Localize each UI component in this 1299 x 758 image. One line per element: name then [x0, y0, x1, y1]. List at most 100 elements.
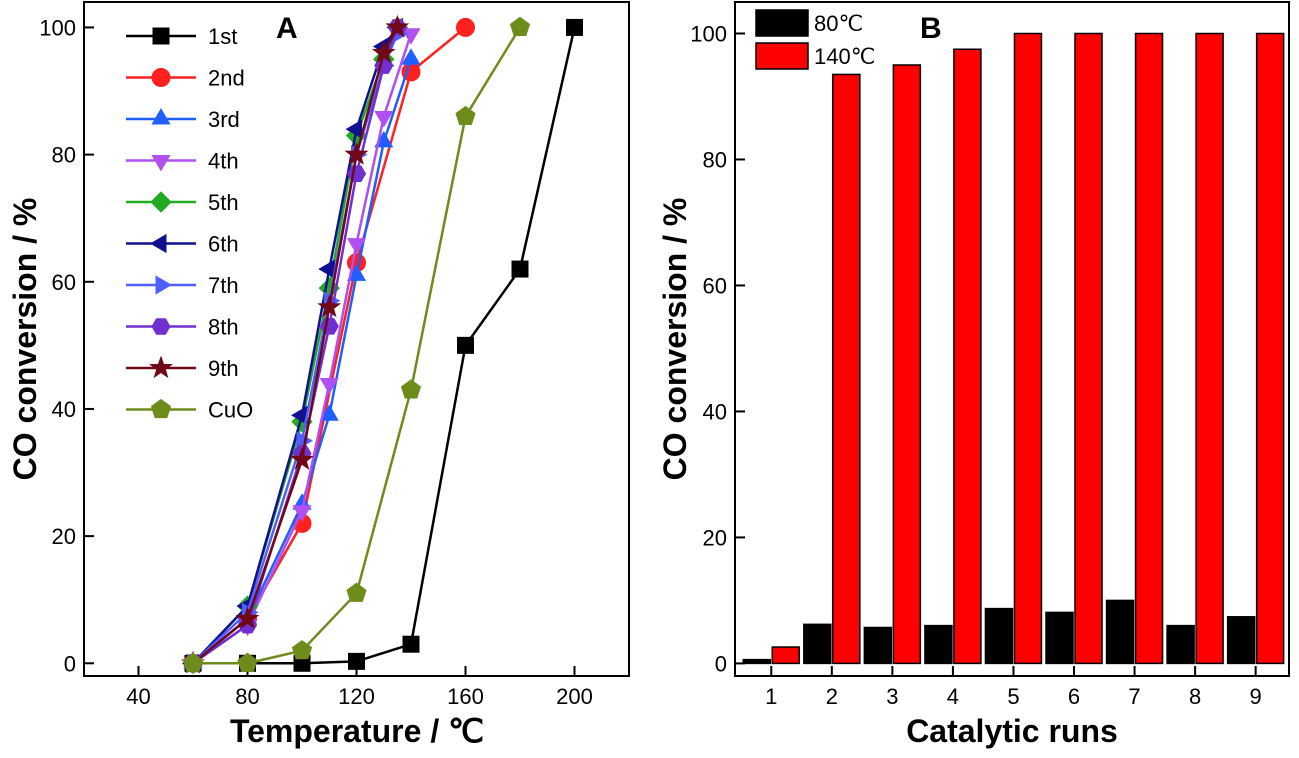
data-point	[182, 652, 204, 672]
panel-a-y-tick-label: 80	[52, 143, 76, 168]
data-point	[235, 606, 260, 629]
panel-b-x-tick-label: 1	[765, 684, 777, 709]
data-point	[511, 260, 529, 278]
data-point	[291, 639, 313, 660]
legend-label: 80℃	[814, 11, 863, 36]
legend-label: CuO	[208, 398, 253, 423]
bar-140℃-run-1	[771, 646, 801, 665]
panel-a-plot: 40 80 120 160 200 0 20 40 60 80 100 1st 2nd 3rd 4th 5th…	[39, 14, 593, 709]
legend-label: 6th	[208, 232, 239, 257]
panel-b-y-tick-label: 40	[703, 399, 727, 424]
data-point	[345, 119, 362, 139]
legend-marker	[151, 68, 171, 87]
legend-marker	[155, 275, 172, 295]
legend-label: 7th	[208, 273, 239, 298]
data-point	[385, 14, 410, 38]
panel-a-legend: 1st 2nd 3rd 4th 5th 6th 7th 8th 9th CuO	[126, 24, 253, 423]
legend-label: 140℃	[814, 44, 875, 69]
data-point	[374, 111, 394, 128]
panel-b-y-tick-label: 0	[715, 651, 727, 676]
bar-80℃-run-2	[803, 623, 832, 665]
series-CuO	[182, 16, 531, 672]
bar-80℃-run-5	[984, 607, 1014, 665]
panel-b-y-tick-label: 20	[703, 525, 727, 550]
data-point	[371, 40, 396, 64]
panel-b-x-tick-label: 4	[947, 684, 959, 709]
legend-label: 5th	[208, 190, 239, 215]
data-point	[290, 447, 314, 470]
legend-label: 4th	[208, 149, 239, 174]
bar-140℃-run-4	[953, 48, 982, 665]
panel-b-y-axis-title: CO conversion / %	[657, 198, 693, 481]
data-point	[319, 404, 339, 421]
legend-label: 3rd	[208, 107, 240, 132]
panel-a-y-tick-label: 20	[52, 524, 76, 549]
data-point	[317, 294, 342, 318]
panel-b-x-tick-label: 6	[1068, 684, 1080, 709]
legend-label: 1st	[208, 24, 237, 49]
panel-b-legend: 80℃ 140℃	[755, 9, 875, 70]
legend-marker	[151, 155, 171, 172]
panel-a-x-tick-label: 120	[338, 684, 375, 709]
panel-b-x-tick-label: 5	[1007, 684, 1019, 709]
panel-b-y-tick-label: 80	[703, 147, 727, 172]
legend-marker	[149, 355, 173, 379]
panel-a-letter: A	[276, 12, 298, 45]
bar-140℃-run-9	[1255, 32, 1285, 665]
panel-b-plot: 0 20 40 60 80 100 1 2 3 4 5 6 7 8 9 80℃ 140℃	[690, 9, 1285, 709]
data-point	[455, 105, 476, 125]
bar-80℃-run-8	[1166, 624, 1195, 665]
bar-140℃-run-6	[1074, 32, 1103, 665]
bar-80℃-run-9	[1226, 616, 1256, 665]
panel-b-y-tick-label: 100	[690, 21, 727, 46]
series-line	[193, 27, 576, 665]
panel-a-y-tick-label: 60	[52, 270, 76, 295]
data-point	[346, 165, 367, 182]
data-point	[401, 48, 421, 65]
legend-swatch	[755, 9, 809, 37]
legend-marker	[151, 108, 171, 125]
panel-a-x-tick-label: 80	[235, 684, 259, 709]
data-point	[319, 378, 339, 395]
panel-a-x-axis-title: Temperature / ℃	[230, 713, 484, 749]
legend-label: 2nd	[208, 66, 245, 91]
data-point	[566, 18, 583, 36]
panel-b-y-tick-label: 60	[703, 273, 727, 298]
panel-a-x-tick-label: 200	[556, 684, 593, 709]
panel-a-y-axis-title: CO conversion / %	[7, 198, 43, 481]
panel-b-frame	[734, 1, 1290, 677]
data-point	[319, 318, 339, 335]
data-point	[401, 28, 421, 45]
panel-b-x-axis-title: Catalytic runs	[906, 713, 1118, 749]
panel-a-y-tick-label: 40	[52, 397, 76, 422]
legend-marker	[150, 191, 172, 213]
bar-140℃-run-3	[892, 64, 922, 665]
series-9th	[181, 14, 410, 674]
data-point	[509, 16, 531, 36]
data-point	[456, 17, 475, 37]
panel-b-letter: B	[920, 12, 942, 45]
bar-80℃-run-7	[1105, 599, 1135, 665]
panel-b-x-tick-label: 8	[1189, 684, 1201, 709]
legend-label: 9th	[208, 356, 239, 381]
data-point	[346, 582, 367, 602]
data-point	[237, 652, 258, 672]
panel-b-x-tick-label: 2	[826, 684, 838, 709]
data-point	[346, 238, 367, 255]
panel-b-x-tick-label: 9	[1250, 684, 1262, 709]
bar-80℃-run-6	[1045, 611, 1074, 665]
legend-marker	[150, 233, 167, 254]
panel-b-x-tick-label: 3	[886, 684, 898, 709]
bar-140℃-run-7	[1134, 32, 1164, 665]
legend-marker	[150, 398, 172, 419]
panel-a-x-tick-label: 40	[126, 684, 150, 709]
data-point	[318, 259, 335, 279]
legend-marker	[151, 318, 171, 335]
data-point	[400, 379, 422, 399]
panel-a-y-tick-label: 0	[64, 651, 76, 676]
legend-swatch	[755, 42, 809, 70]
data-point	[402, 635, 420, 653]
bar-140℃-run-5	[1013, 32, 1043, 665]
